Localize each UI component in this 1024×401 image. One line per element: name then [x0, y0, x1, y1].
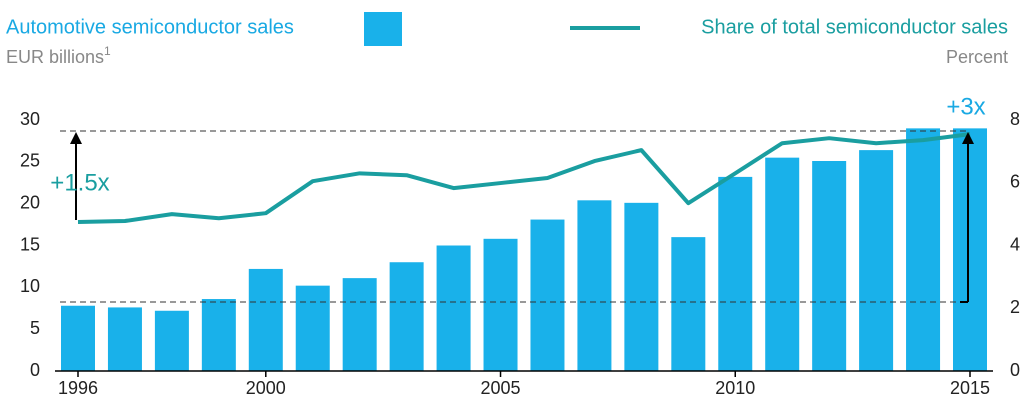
left-unit-sup: 1: [104, 44, 111, 58]
bar: [624, 202, 659, 371]
bar: [201, 299, 236, 371]
y-tick-label: 10: [20, 276, 40, 296]
y-tick-label: 20: [20, 192, 40, 212]
bar: [812, 160, 847, 371]
bar: [671, 237, 706, 371]
bar: [295, 285, 330, 371]
bar: [248, 268, 283, 371]
y-tick-label: 25: [20, 151, 40, 171]
annotation: +1.5x: [50, 169, 109, 196]
bar: [530, 219, 565, 371]
bar: [154, 310, 189, 371]
bar: [436, 245, 471, 371]
y2-tick-label: 0: [1010, 360, 1020, 380]
x-tick-label: 2000: [246, 378, 286, 398]
bar: [483, 238, 518, 371]
y2-tick-label: 6: [1010, 172, 1020, 192]
bar: [389, 262, 424, 371]
y-tick-label: 30: [20, 109, 40, 129]
y2-tick-label: 2: [1010, 297, 1020, 317]
x-tick-label: 2005: [481, 378, 521, 398]
arrowhead: [962, 132, 974, 144]
right-unit: Percent: [946, 47, 1008, 67]
x-tick-label: 2010: [715, 378, 755, 398]
x-tick-label: 2015: [950, 378, 990, 398]
bar: [61, 305, 95, 371]
plot: 0 5 10 15 20 25 30 0 2 4 6 8 1996 2000 2005 2010 2015: [20, 109, 1020, 398]
y-tick-label: 5: [30, 318, 40, 338]
bar: [953, 128, 987, 371]
bar: [342, 278, 377, 371]
legend-bar-label: Automotive semiconductor sales: [6, 16, 294, 38]
legend-line-label: Share of total semiconductor sales: [701, 16, 1008, 38]
bar: [906, 128, 941, 371]
legend-bar-swatch: [364, 12, 402, 46]
y2-tick-label: 4: [1010, 234, 1020, 254]
y-tick-label: 15: [20, 234, 40, 254]
y-tick-label: 0: [30, 360, 40, 380]
annotation: +3x: [946, 93, 985, 120]
bar: [718, 176, 753, 371]
bar: [859, 150, 894, 371]
share-line: [77, 132, 971, 224]
x-tick-label: 1996: [58, 378, 98, 398]
left-unit: EUR billions1: [6, 44, 111, 67]
y2-tick-label: 8: [1010, 109, 1020, 129]
bar: [765, 157, 800, 371]
bar: [107, 307, 142, 371]
arrowhead: [70, 132, 82, 144]
left-unit-text: EUR billions: [6, 47, 104, 67]
bar: [577, 200, 612, 371]
